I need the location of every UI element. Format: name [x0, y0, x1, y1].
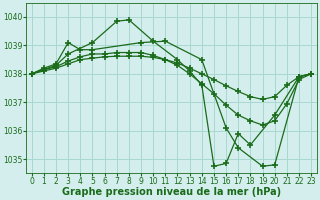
- X-axis label: Graphe pression niveau de la mer (hPa): Graphe pression niveau de la mer (hPa): [62, 187, 281, 197]
